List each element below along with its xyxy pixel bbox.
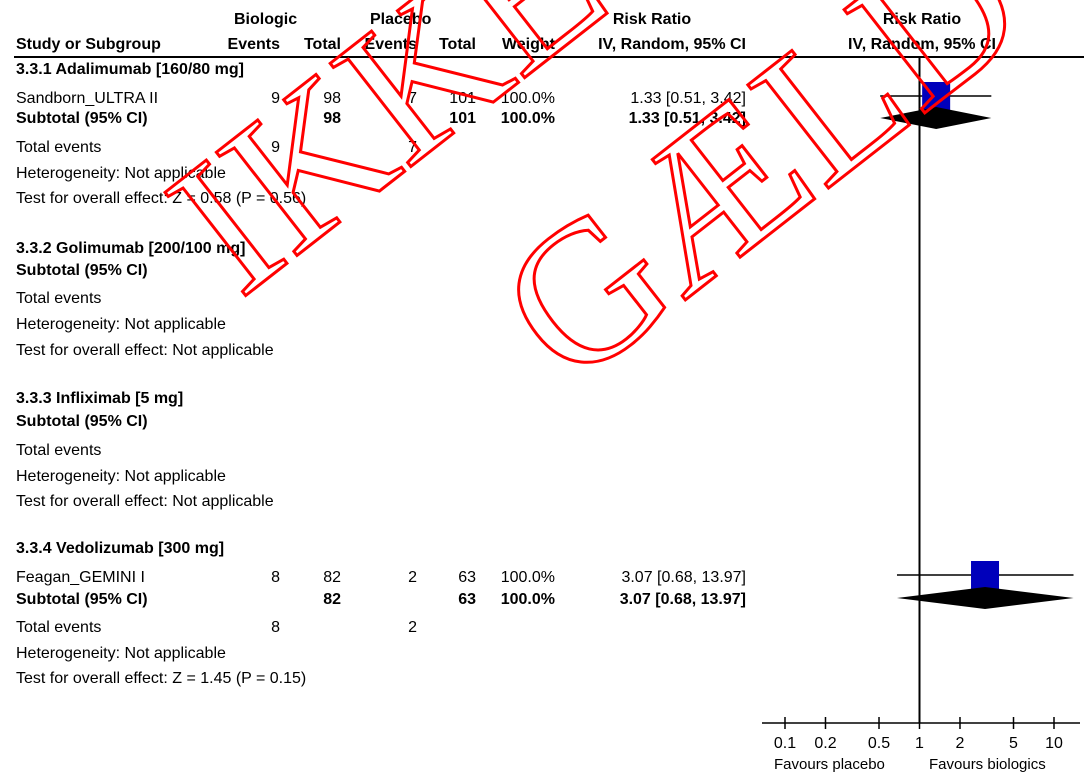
total-events-label: Total events	[16, 290, 102, 307]
header-risk-ratio-right: Risk Ratio	[882, 11, 962, 28]
subtotal-weight: 100.0%	[500, 110, 555, 127]
weight: 100.0%	[500, 90, 555, 107]
events-placebo: 2	[408, 569, 417, 586]
weight: 100.0%	[500, 569, 555, 586]
total-events-placebo: 2	[408, 619, 417, 636]
total-placebo: 63	[458, 569, 476, 586]
overall-effect: Test for overall effect: Z = 1.45 (P = 0…	[16, 670, 307, 687]
header-divider	[14, 56, 1084, 58]
events-biologic: 8	[271, 569, 280, 586]
header-risk-ratio-left: Risk Ratio	[612, 11, 692, 28]
study-name: Sandborn_ULTRA II	[16, 90, 159, 107]
favours-placebo-label: Favours placebo	[774, 756, 885, 773]
subtotal-label: Subtotal (95% CI)	[16, 262, 148, 279]
events-biologic: 9	[271, 90, 280, 107]
x-tick-label: 1	[915, 735, 924, 752]
subtotal-label: Subtotal (95% CI)	[16, 413, 148, 430]
subtotal-ci: 3.07 [0.68, 13.97]	[619, 591, 746, 608]
header-events-biologic: Events	[227, 36, 280, 53]
overall-effect: Test for overall effect: Not applicable	[16, 342, 274, 359]
subtotal-diamond	[896, 587, 1074, 609]
header-total-placebo: Total	[438, 36, 476, 53]
subtotal-total-biologic: 98	[323, 110, 341, 127]
subtotal-total-placebo: 63	[458, 591, 476, 608]
subtotal-total-biologic: 82	[323, 591, 341, 608]
total-biologic: 98	[323, 90, 341, 107]
study-effect-square	[971, 561, 1000, 589]
x-tick-label: 0.2	[814, 735, 836, 752]
group-title: 3.3.4 Vedolizumab [300 mg]	[16, 540, 225, 557]
heterogeneity: Heterogeneity: Not applicable	[16, 645, 226, 662]
subtotal-total-placebo: 101	[449, 110, 476, 127]
header-biologic: Biologic	[234, 11, 298, 28]
total-events-biologic: 9	[271, 139, 280, 156]
x-tick-label: 0.5	[868, 735, 890, 752]
heterogeneity: Heterogeneity: Not applicable	[16, 468, 226, 485]
x-tick-label: 10	[1045, 735, 1063, 752]
x-tick-label: 0.1	[774, 735, 796, 752]
heterogeneity: Heterogeneity: Not applicable	[16, 165, 226, 182]
header-study-or-subgroup: Study or Subgroup	[16, 36, 161, 53]
heterogeneity: Heterogeneity: Not applicable	[16, 316, 226, 333]
group-title: 3.3.3 Infliximab [5 mg]	[16, 390, 184, 407]
study-name: Feagan_GEMINI I	[16, 569, 145, 586]
total-biologic: 82	[323, 569, 341, 586]
x-tick-label: 5	[1009, 735, 1018, 752]
total-events-label: Total events	[16, 619, 102, 636]
subtotal-weight: 100.0%	[500, 591, 555, 608]
group-title: 3.3.1 Adalimumab [160/80 mg]	[16, 61, 244, 78]
header-placebo: Placebo	[370, 11, 432, 28]
risk-ratio-ci: 1.33 [0.51, 3.42]	[630, 90, 746, 107]
total-events-label: Total events	[16, 442, 102, 459]
total-events-placebo: 7	[408, 139, 417, 156]
header-total-biologic: Total	[303, 36, 341, 53]
total-placebo: 101	[449, 90, 476, 107]
overall-effect: Test for overall effect: Z = 0.58 (P = 0…	[16, 190, 307, 207]
subtotal-ci: 1.33 [0.51, 3.42]	[628, 110, 746, 127]
risk-ratio-ci: 3.07 [0.68, 13.97]	[621, 569, 746, 586]
x-tick-label: 2	[956, 735, 965, 752]
subtotal-label: Subtotal (95% CI)	[16, 110, 148, 127]
overall-effect: Test for overall effect: Not applicable	[16, 493, 274, 510]
study-effect-square	[922, 82, 951, 110]
subtotal-diamond	[880, 107, 992, 129]
group-title: 3.3.2 Golimumab [200/100 mg]	[16, 240, 246, 257]
header-method-left: IV, Random, 95% CI	[598, 36, 746, 53]
events-placebo: 7	[408, 90, 417, 107]
total-events-biologic: 8	[271, 619, 280, 636]
subtotal-label: Subtotal (95% CI)	[16, 591, 148, 608]
favours-biologics-label: Favours biologics	[929, 756, 1046, 773]
total-events-label: Total events	[16, 139, 102, 156]
header-method-right: IV, Random, 95% CI	[848, 36, 996, 53]
header-events-placebo: Events	[364, 36, 417, 53]
header-weight: Weight	[501, 36, 555, 53]
